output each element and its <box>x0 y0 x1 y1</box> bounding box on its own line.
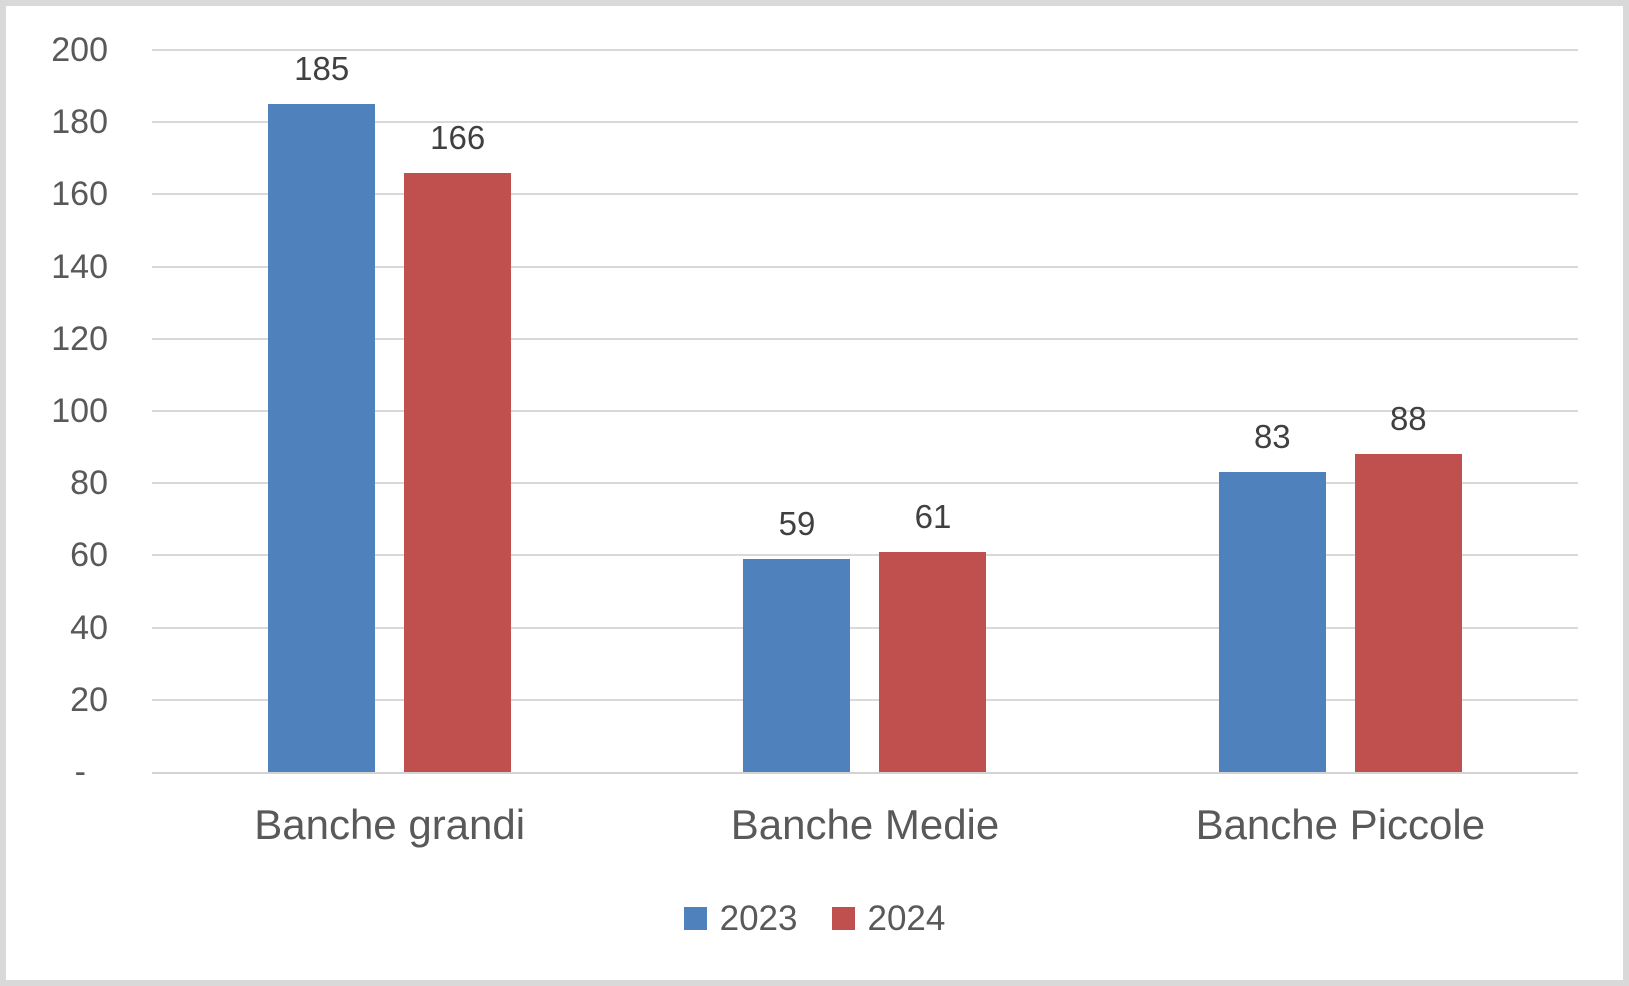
bar-group-banche-medie: 59 61 <box>627 50 1102 772</box>
bar-2023-banche-medie: 59 <box>743 505 851 772</box>
gridline <box>152 49 1578 51</box>
gridline <box>152 193 1578 196</box>
x-axis-category-label-banche-grandi: Banche grandi <box>254 801 526 848</box>
gridline <box>152 337 1578 340</box>
y-axis-tick-label: 140 <box>51 247 108 286</box>
plot-area: - 20 40 60 80 100 120 140 160 180 200 185 166 59 61 83… <box>51 31 1578 791</box>
gridline <box>152 554 1578 557</box>
gridline <box>152 265 1578 268</box>
bar-2024-banche-grandi: 166 <box>404 119 512 772</box>
x-axis-category-labels: Banche grandi Banche Medie Banche Piccole <box>152 800 1578 850</box>
y-axis-tick-label: 60 <box>70 536 108 575</box>
y-axis-tick-label: - <box>74 753 86 791</box>
bar-2023-banche-grandi: 185 <box>268 50 376 772</box>
bar-value-label: 185 <box>294 50 350 88</box>
legend-item-2024: 2024 <box>831 898 946 939</box>
gridline <box>152 482 1578 485</box>
bar-groups-container: 185 166 59 61 83 88 <box>152 50 1578 772</box>
x-axis-category-label-banche-medie: Banche Medie <box>730 801 1000 848</box>
x-axis-line <box>152 772 1578 774</box>
legend-label-2023: 2023 <box>719 899 798 938</box>
y-axis-tick-label: 80 <box>70 464 108 503</box>
legend-label-2024: 2024 <box>867 899 946 938</box>
bar-2024-banche-piccole: 88 <box>1354 400 1462 772</box>
y-axis-tick-label: 160 <box>51 175 108 214</box>
legend-swatch-2023 <box>683 907 707 930</box>
bar-value-label: 59 <box>778 505 816 543</box>
gridline <box>152 626 1578 629</box>
bar-2023-banche-piccole: 83 <box>1218 418 1326 772</box>
gridline <box>152 410 1578 412</box>
gridline <box>152 121 1578 124</box>
bar-value-label: 61 <box>914 497 952 535</box>
bar-2024-banche-medie: 61 <box>879 498 987 772</box>
y-axis-tick-label: 20 <box>70 680 108 719</box>
legend-swatch-2024 <box>831 907 855 930</box>
legend: 2023 2024 <box>6 898 1623 939</box>
bar-group-banche-piccole: 83 88 <box>1103 50 1578 772</box>
bar-value-label: 166 <box>430 118 486 156</box>
bar-value-label: 83 <box>1253 418 1291 456</box>
legend-item-2023: 2023 <box>683 898 798 939</box>
gridline <box>152 698 1578 701</box>
y-axis-tick-label: 120 <box>51 319 108 358</box>
y-axis-tick-label: 100 <box>51 392 108 430</box>
y-axis-tick-label: 200 <box>51 31 108 69</box>
bar-group-banche-grandi: 185 166 <box>152 50 627 772</box>
bar-value-label: 88 <box>1389 400 1427 438</box>
y-axis-tick-label: 180 <box>51 103 108 142</box>
x-axis-category-label-banche-piccole: Banche Piccole <box>1195 801 1486 848</box>
y-axis-tick-label: 40 <box>70 608 108 647</box>
